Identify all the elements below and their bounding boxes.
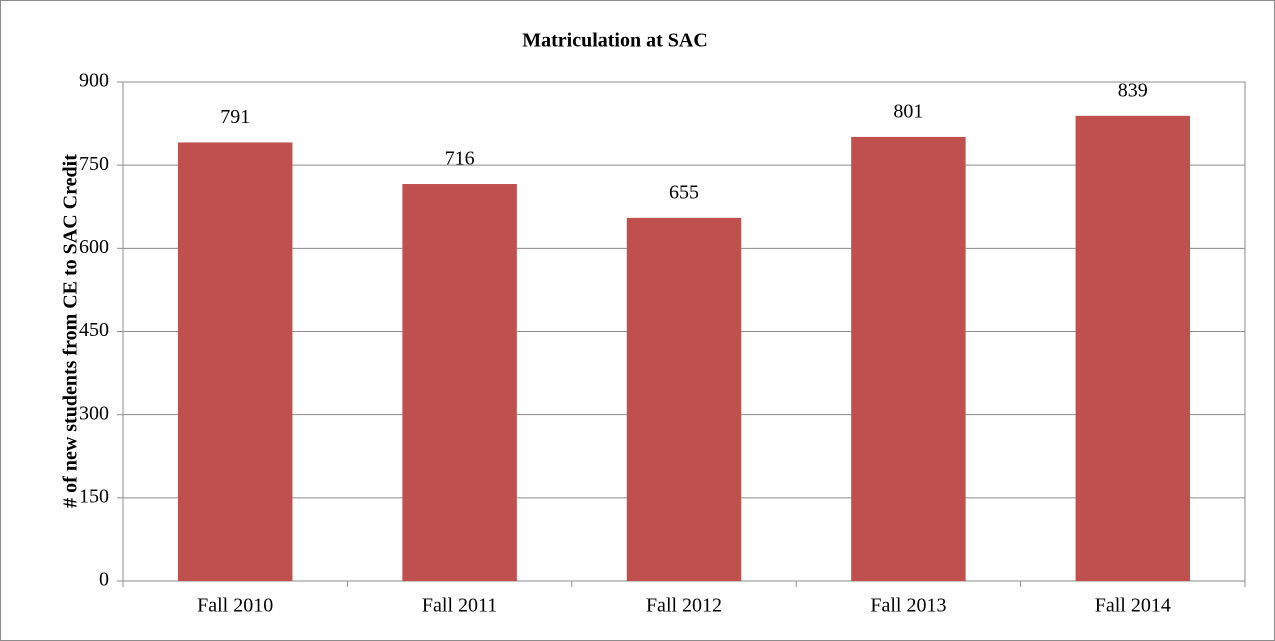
data-label: 791 [220, 106, 250, 128]
data-label: 655 [669, 181, 699, 203]
x-tick-label: Fall 2014 [1095, 595, 1171, 617]
data-label: 839 [1118, 79, 1148, 101]
x-tick-label: Fall 2013 [870, 595, 946, 617]
data-label: 801 [893, 100, 923, 122]
data-label: 716 [445, 148, 475, 170]
bar [402, 184, 517, 582]
bar [626, 217, 742, 582]
bar [1075, 115, 1191, 582]
chart-title: Matriculation at SAC [522, 30, 708, 52]
y-tick-label: 450 [79, 319, 109, 341]
y-tick-label: 600 [79, 236, 109, 258]
x-tick-label: Fall 2010 [197, 595, 273, 617]
y-tick-label: 900 [79, 70, 109, 92]
y-tick-label: 300 [79, 402, 109, 424]
y-axis-label: # of new students from CE to SAC Credit [60, 154, 82, 508]
bar [851, 136, 966, 581]
y-tick-label: 150 [79, 485, 109, 507]
x-tick-label: Fall 2011 [422, 595, 497, 617]
bar [177, 142, 293, 581]
x-tick-label: Fall 2012 [646, 595, 722, 617]
y-tick-label: 0 [99, 569, 109, 591]
y-tick-label: 750 [79, 153, 109, 175]
